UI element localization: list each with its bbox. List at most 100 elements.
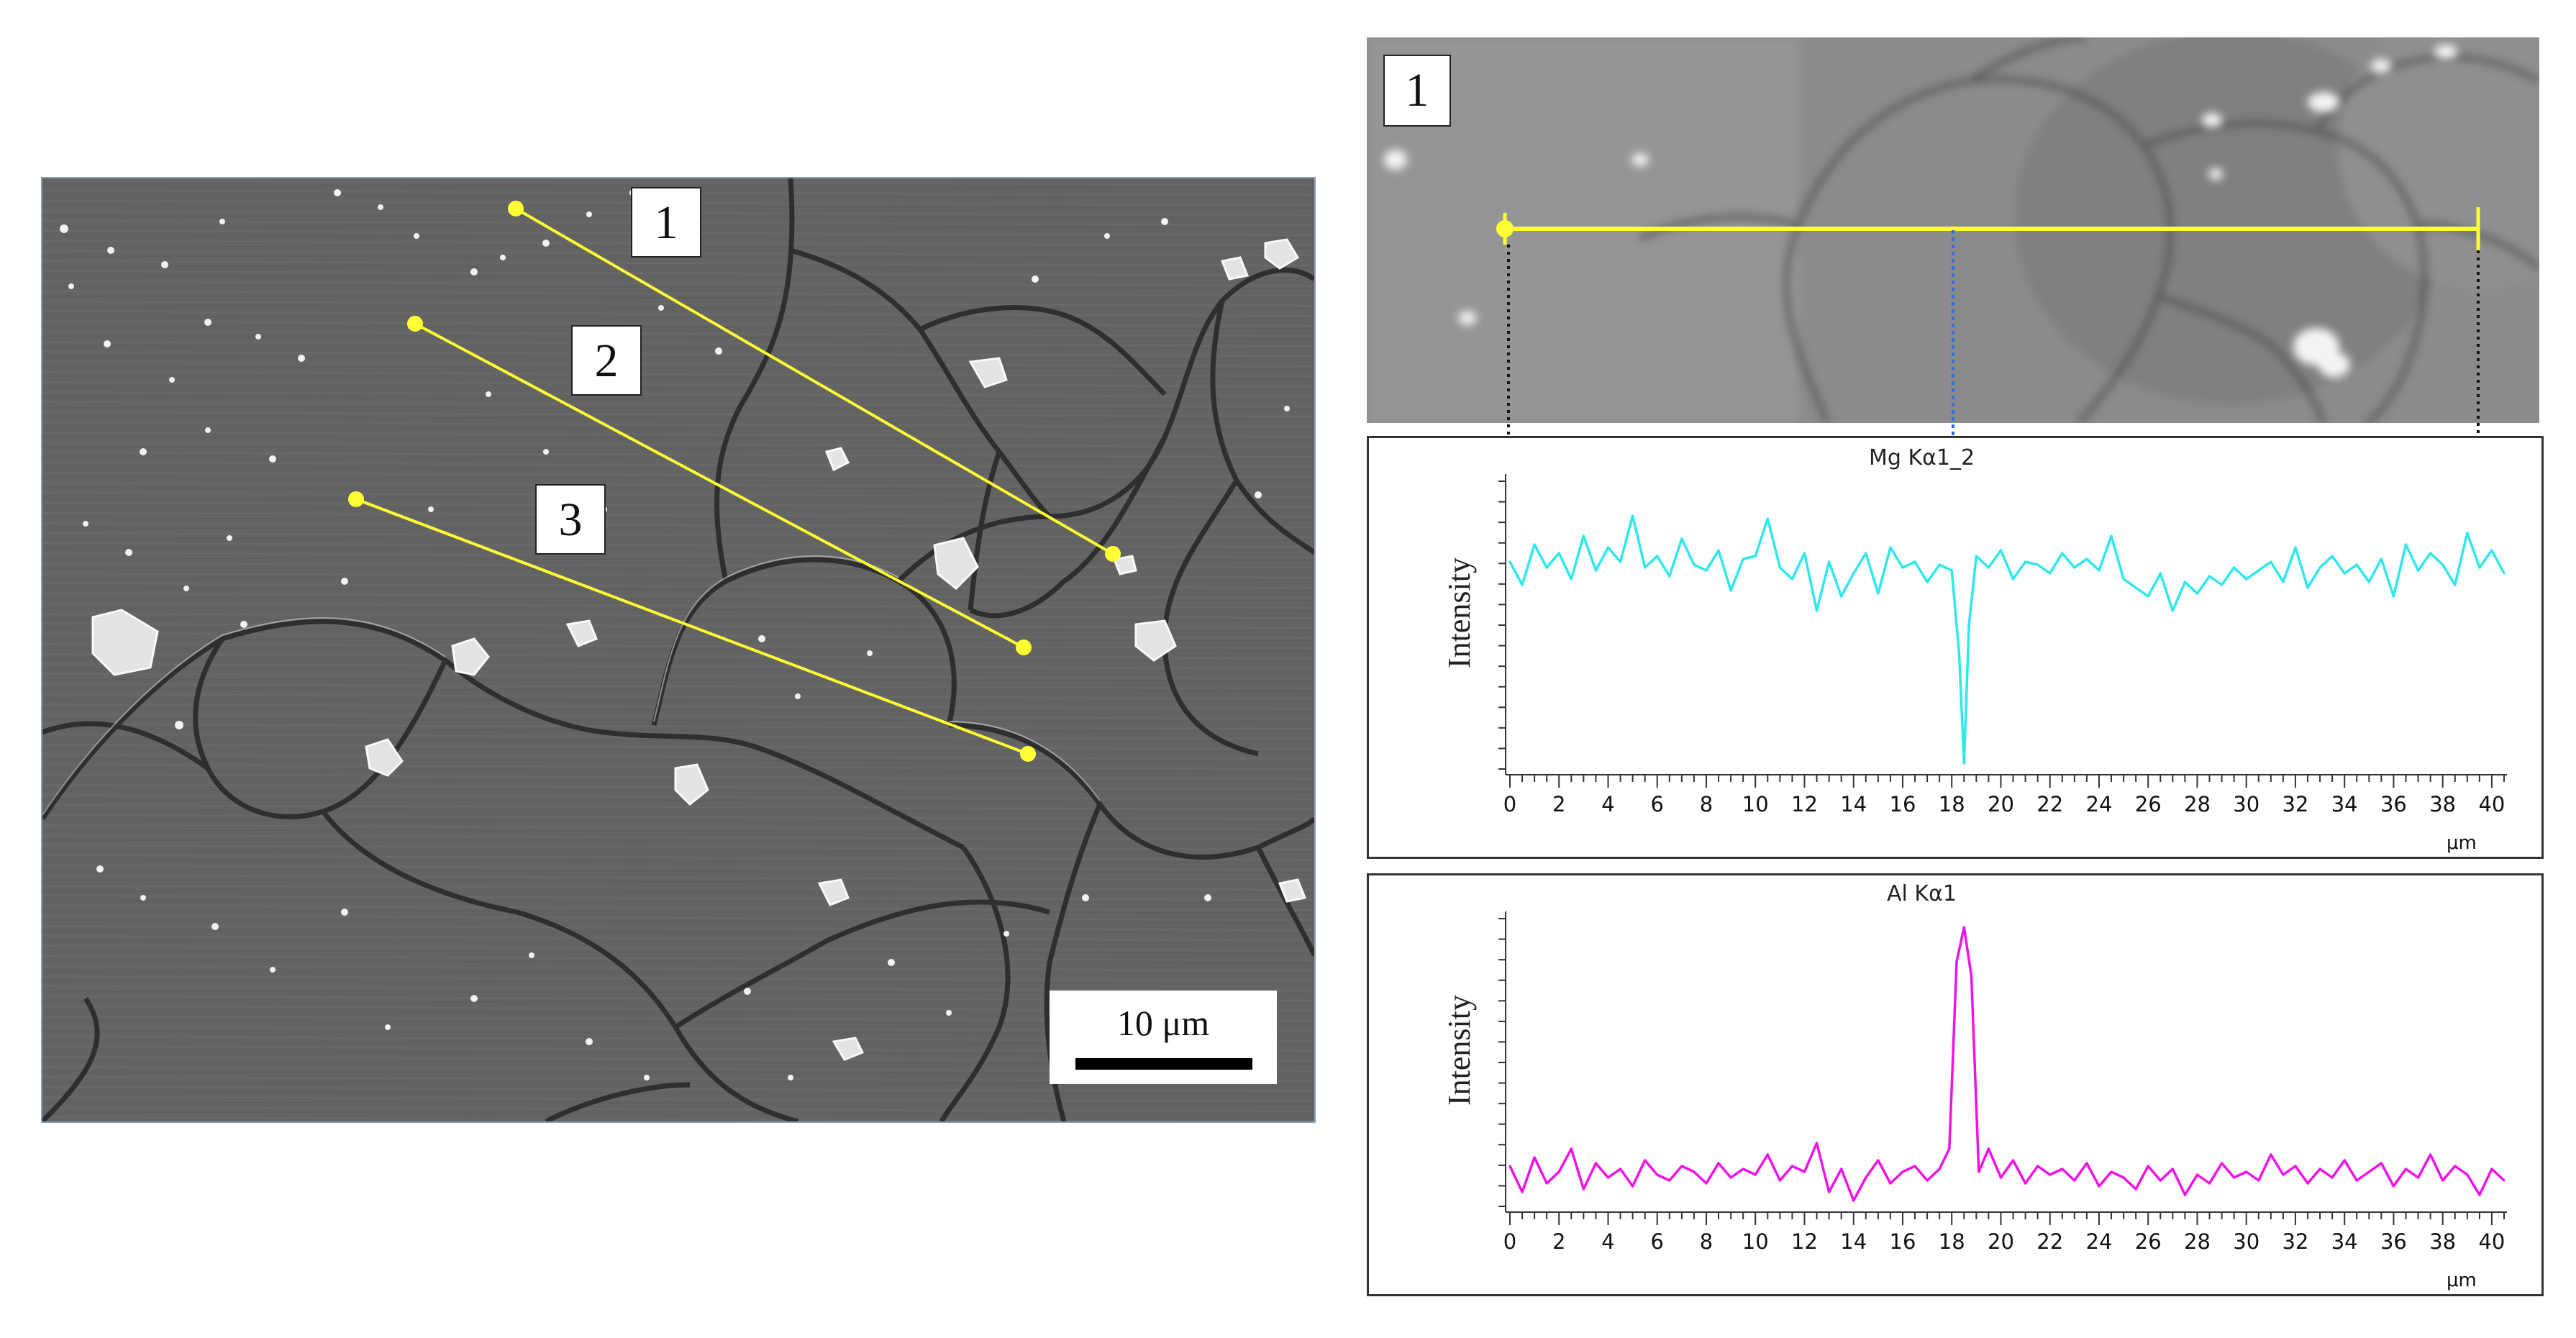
- al-data-point: [1729, 1176, 1732, 1179]
- al-data-point: [2122, 1176, 2125, 1179]
- al-data-point: [1619, 1168, 1622, 1170]
- sem-microstructure-drawing: [42, 178, 1314, 1121]
- al-data-point: [1693, 1170, 1696, 1173]
- al-data-point: [1803, 1170, 1806, 1173]
- mg-data-point: [1938, 563, 1941, 566]
- mg-x-tick-label: 14: [1840, 792, 1867, 816]
- mg-data-point: [2171, 609, 2174, 612]
- mg-x-tick-label: 6: [1650, 792, 1664, 816]
- fine-particles: [60, 189, 1290, 1080]
- al-data-point: [1840, 1168, 1843, 1170]
- mg-data-point: [1557, 552, 1560, 555]
- mg-data-point: [1957, 652, 1960, 655]
- inset-label: 1: [1383, 55, 1451, 127]
- al-data-point: [2429, 1153, 2432, 1156]
- al-data-point: [2073, 1179, 2076, 1182]
- al-x-tick-label: 26: [2134, 1229, 2162, 1254]
- mg-data-point: [2367, 581, 2370, 583]
- mg-data-point: [2503, 572, 2506, 575]
- scale-bar-box: 10 μm: [1050, 991, 1277, 1084]
- mg-data-point: [1865, 552, 1867, 555]
- mg-x-unit-label: μm: [2447, 832, 2477, 854]
- mg-data-point: [1582, 534, 1585, 537]
- al-data-point: [2233, 1176, 2236, 1179]
- mg-x-tick-label: 20: [1988, 792, 2014, 816]
- mg-x-tick-label: 22: [2036, 792, 2064, 816]
- mg-chart-title: Mg Kα1_2: [1869, 445, 1975, 470]
- mg-data-point: [1967, 624, 1970, 627]
- mg-data-point: [2134, 586, 2137, 589]
- mg-data-point: [2024, 560, 2027, 563]
- al-x-tick-label: 10: [1742, 1229, 1769, 1254]
- al-x-tick-label: 28: [2184, 1229, 2211, 1254]
- al-data-point: [1889, 1182, 1892, 1185]
- mg-data-point: [1975, 555, 1977, 558]
- mg-data-point: [2343, 572, 2346, 575]
- al-data-point: [2061, 1168, 2064, 1170]
- al-data-point: [1717, 1162, 1720, 1165]
- al-data-point: [2306, 1182, 2309, 1185]
- mg-data-point: [1816, 609, 1819, 612]
- al-x-tick-label: 34: [2331, 1229, 2358, 1254]
- mg-series-line: [1508, 514, 2506, 765]
- al-x-tick-label: 4: [1601, 1229, 1615, 1254]
- al-data-point: [2478, 1193, 2481, 1196]
- mg-x-tick-label: 4: [1601, 792, 1615, 816]
- mg-data-point: [2110, 534, 2113, 537]
- mg-data-point: [1913, 560, 1916, 563]
- mg-data-point: [2147, 595, 2149, 598]
- al-data-point: [2147, 1165, 2149, 1168]
- sem-micrograph: 1 2 3 10 μm: [41, 177, 1316, 1123]
- mg-data-point: [2355, 563, 2358, 566]
- al-data-point: [1508, 1165, 1511, 1168]
- mg-x-tick-label: 38: [2429, 792, 2457, 816]
- mg-data-point: [2049, 572, 2052, 575]
- al-x-tick-label: 24: [2085, 1229, 2113, 1254]
- al-data-point: [1962, 926, 1965, 929]
- mg-data-point: [2098, 569, 2101, 572]
- mg-data-point: [2012, 578, 2015, 581]
- mg-data-point: [1644, 566, 1647, 569]
- al-x-tick-label: 0: [1503, 1229, 1517, 1254]
- al-data-point: [2503, 1179, 2506, 1182]
- mg-data-point: [2085, 558, 2088, 560]
- mg-data-point: [1778, 566, 1781, 569]
- al-data-point: [2466, 1173, 2469, 1176]
- al-data-point: [1955, 960, 1958, 963]
- al-chart-svg: [1498, 911, 2507, 1225]
- al-data-point: [1948, 1147, 1951, 1150]
- mg-data-point: [1840, 595, 1843, 598]
- mg-data-point: [1766, 517, 1769, 520]
- al-x-tick-label: 38: [2429, 1229, 2457, 1254]
- mg-data-point: [2417, 569, 2420, 572]
- al-x-tick-label: 40: [2478, 1229, 2506, 1254]
- al-data-point: [2405, 1168, 2408, 1170]
- mg-data-point: [1631, 514, 1634, 517]
- al-data-point: [1865, 1176, 1867, 1179]
- mg-data-point: [1521, 583, 1524, 586]
- al-x-tick-label: 36: [2380, 1229, 2407, 1254]
- al-data-point: [2454, 1165, 2457, 1168]
- mg-data-point: [1619, 560, 1622, 563]
- al-data-point: [1877, 1159, 1880, 1162]
- inset-particles: [1384, 45, 2457, 378]
- al-x-tick-label: 20: [1988, 1229, 2014, 1254]
- mg-data-point: [2233, 566, 2236, 569]
- mg-data-point: [1901, 566, 1904, 569]
- al-data-point: [2417, 1176, 2420, 1179]
- linescan-label-3: 3: [535, 484, 606, 555]
- mg-data-point: [1508, 560, 1511, 563]
- al-data-point: [2282, 1173, 2285, 1176]
- al-data-point: [1533, 1156, 1536, 1159]
- al-data-point: [2355, 1179, 2358, 1182]
- mg-x-tick-label: 40: [2478, 792, 2506, 816]
- al-data-point: [1680, 1165, 1683, 1168]
- mg-data-point: [1717, 549, 1720, 552]
- mg-data-point: [2257, 569, 2260, 572]
- al-data-point: [1816, 1142, 1819, 1144]
- inset-linescan-start-marker: [1496, 220, 1514, 237]
- al-data-point: [2270, 1153, 2272, 1156]
- scale-bar: [1075, 1058, 1252, 1070]
- mg-x-tick-label: 12: [1791, 792, 1818, 816]
- mg-data-point: [2454, 583, 2457, 586]
